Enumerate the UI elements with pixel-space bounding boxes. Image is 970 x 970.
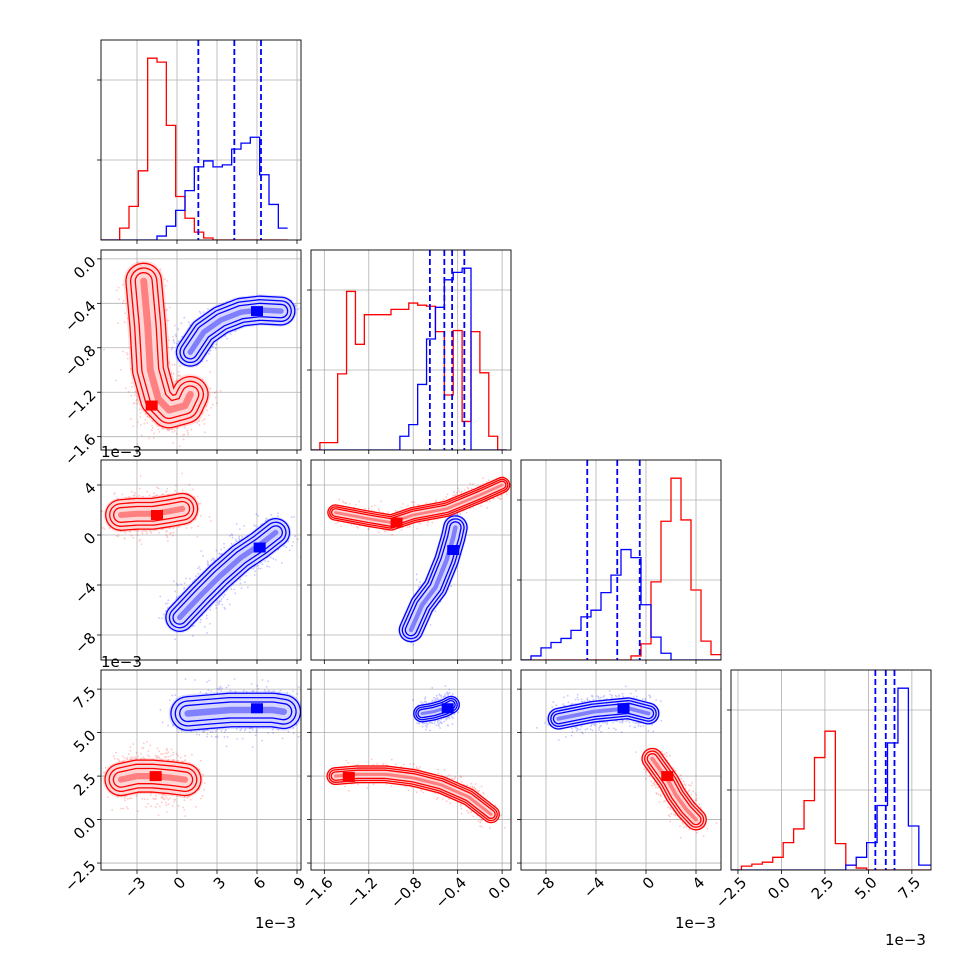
scatter-panel-2-0 <box>101 472 301 641</box>
tick-label-y: 2.5 <box>70 770 100 800</box>
density-core-blue <box>408 525 458 633</box>
tick-label-y: −2.5 <box>61 857 99 895</box>
panel-frame-1-0 <box>100 249 302 451</box>
tick-label-x: −2.5 <box>712 873 750 911</box>
tick-label-y: −0.8 <box>61 342 99 380</box>
tick-label-x: 6 <box>250 873 269 892</box>
mode-marker-blue <box>251 703 263 714</box>
tick-label-y: 0 <box>80 529 99 548</box>
tick-label-y: 0.0 <box>70 813 100 843</box>
tick-label-y: −1.2 <box>61 386 99 424</box>
density-core-red <box>333 772 493 816</box>
tick-label-y: 7.5 <box>70 683 100 713</box>
histogram-panel-2 <box>521 460 721 660</box>
mode-marker-blue <box>447 545 460 555</box>
mode-marker-blue <box>617 703 630 714</box>
histogram-blue-2 <box>521 548 721 660</box>
tick-label-y: 5.0 <box>70 726 100 756</box>
scatter-panel-3-2 <box>536 685 718 839</box>
histogram-panel-1 <box>311 250 507 450</box>
tick-label-x: 7.5 <box>895 873 925 903</box>
tick-label-y: −8 <box>71 629 99 657</box>
tick-label-x: −3 <box>121 873 149 901</box>
mode-marker-red <box>145 400 158 411</box>
tick-label-y: −1.6 <box>61 430 99 468</box>
panel-frame-1-1 <box>310 249 512 451</box>
tick-label-x: −1.6 <box>298 873 336 911</box>
tick-label-x: −8 <box>530 873 558 901</box>
density-core-red <box>650 756 698 822</box>
tick-label-y: −4 <box>71 579 99 607</box>
tick-label-x: −0.4 <box>432 873 470 911</box>
histogram-blue-0 <box>101 136 288 240</box>
panel-frame-3-2 <box>520 669 722 871</box>
mode-marker-blue <box>253 542 266 553</box>
scatter-panel-1-0 <box>103 260 301 448</box>
tick-label-x: 0.0 <box>764 873 794 903</box>
mode-marker-blue <box>441 703 454 714</box>
panel-frame-0-0 <box>100 39 302 241</box>
offset-label-x-col2: 1e−3 <box>675 914 716 932</box>
scatter-panel-3-1 <box>326 685 506 830</box>
tick-label-x: 0 <box>639 873 658 892</box>
histogram-panel-3 <box>731 670 931 870</box>
tick-label-x: −4 <box>580 873 608 901</box>
tick-label-x: 0 <box>170 873 189 892</box>
density-core-red <box>140 277 194 414</box>
density-core-blue <box>556 706 651 721</box>
mode-marker-red <box>151 510 163 520</box>
histogram-red-1 <box>311 290 507 450</box>
tick-label-y: −0.4 <box>61 297 99 335</box>
histogram-red-3 <box>731 730 931 870</box>
histogram-red-2 <box>521 477 721 660</box>
tick-label-x: 5.0 <box>851 873 881 903</box>
scatter-panel-2-1 <box>327 475 511 646</box>
mode-marker-red <box>661 771 674 782</box>
mode-marker-red <box>390 517 403 528</box>
tick-label-x: −1.2 <box>343 873 381 911</box>
tick-label-x: 2.5 <box>808 873 838 903</box>
histogram-blue-1 <box>311 267 507 450</box>
mode-marker-red <box>149 771 162 782</box>
histogram-panel-0 <box>101 40 288 240</box>
histogram-red-0 <box>101 57 288 240</box>
panel-frame-3-0 <box>100 669 302 871</box>
panel-frame-3-3 <box>730 669 932 871</box>
tick-label-y: 0.0 <box>70 253 100 283</box>
scatter-panel-3-0 <box>102 678 301 817</box>
density-core-red <box>333 483 504 524</box>
panel-frame-2-0 <box>100 459 302 661</box>
panel-frame-2-1 <box>310 459 512 661</box>
histogram-blue-3 <box>731 687 931 870</box>
offset-label-x-col3: 1e−3 <box>885 931 926 949</box>
tick-label-x: 0.0 <box>485 873 515 903</box>
density-core-blue <box>184 706 288 717</box>
tick-label-x: 4 <box>689 873 708 892</box>
density-core-blue <box>187 307 284 355</box>
offset-label-y-row3: 1e−3 <box>101 653 142 671</box>
mode-marker-blue <box>251 306 263 317</box>
tick-label-y: 4 <box>80 479 99 498</box>
offset-label-x-col0: 1e−3 <box>255 914 296 932</box>
offset-label-y-row2: 1e−3 <box>101 443 142 461</box>
panel-frame-3-1 <box>310 669 512 871</box>
panel-frame-2-2 <box>520 459 722 661</box>
tick-label-x: 3 <box>210 873 229 892</box>
mode-marker-red <box>342 771 355 782</box>
tick-label-x: −0.8 <box>387 873 425 911</box>
